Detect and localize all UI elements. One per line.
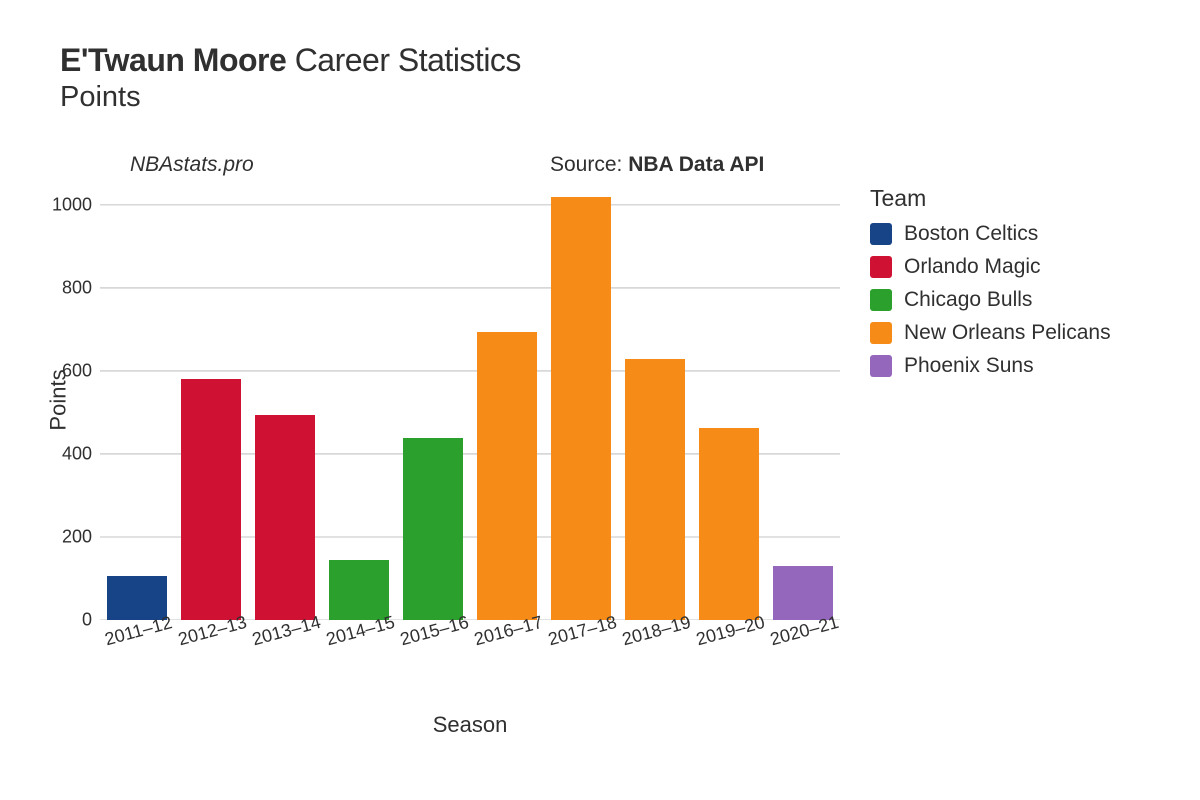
chart-plot-area: 020040060080010002011–122012–132013–1420… — [100, 180, 840, 620]
watermark: NBAstats.pro — [130, 153, 254, 177]
bar — [477, 332, 536, 620]
y-axis-title: Points — [46, 369, 72, 430]
legend: Team Boston Celtics Orlando Magic Chicago … — [870, 185, 1111, 387]
legend-label: Chicago Bulls — [904, 288, 1032, 312]
bar — [699, 428, 758, 620]
legend-label: New Orleans Pelicans — [904, 321, 1111, 345]
legend-item: Chicago Bulls — [870, 288, 1111, 312]
ytick-label: 800 — [62, 277, 92, 298]
legend-label: Orlando Magic — [904, 255, 1041, 279]
legend-label: Boston Celtics — [904, 222, 1038, 246]
chart-title: E'Twaun Moore Career Statistics Points — [60, 42, 521, 114]
bar — [181, 379, 240, 620]
legend-swatch — [870, 256, 892, 278]
source-prefix: Source: — [550, 153, 628, 176]
ytick-label: 0 — [82, 610, 92, 631]
source-label: Source: NBA Data API — [550, 153, 764, 177]
legend-swatch — [870, 355, 892, 377]
bar — [255, 415, 314, 620]
title-suffix: Career Statistics — [295, 42, 521, 78]
bar — [329, 560, 388, 620]
ytick-label: 400 — [62, 443, 92, 464]
legend-item: Boston Celtics — [870, 222, 1111, 246]
legend-item: New Orleans Pelicans — [870, 321, 1111, 345]
title-metric: Points — [60, 81, 521, 114]
legend-item: Orlando Magic — [870, 255, 1111, 279]
bar — [403, 438, 462, 620]
bar — [107, 576, 166, 620]
bar — [625, 359, 684, 620]
source-name: NBA Data API — [628, 153, 764, 176]
chart-container: E'Twaun Moore Career Statistics Points N… — [0, 0, 1200, 800]
ytick-label: 1000 — [52, 194, 92, 215]
legend-swatch — [870, 223, 892, 245]
legend-swatch — [870, 289, 892, 311]
bar — [773, 566, 832, 620]
legend-item: Phoenix Suns — [870, 354, 1111, 378]
title-player-name: E'Twaun Moore — [60, 42, 286, 78]
x-axis-title: Season — [433, 712, 508, 738]
legend-label: Phoenix Suns — [904, 354, 1034, 378]
legend-swatch — [870, 322, 892, 344]
bar — [551, 197, 610, 620]
legend-title: Team — [870, 185, 1111, 212]
ytick-label: 200 — [62, 526, 92, 547]
